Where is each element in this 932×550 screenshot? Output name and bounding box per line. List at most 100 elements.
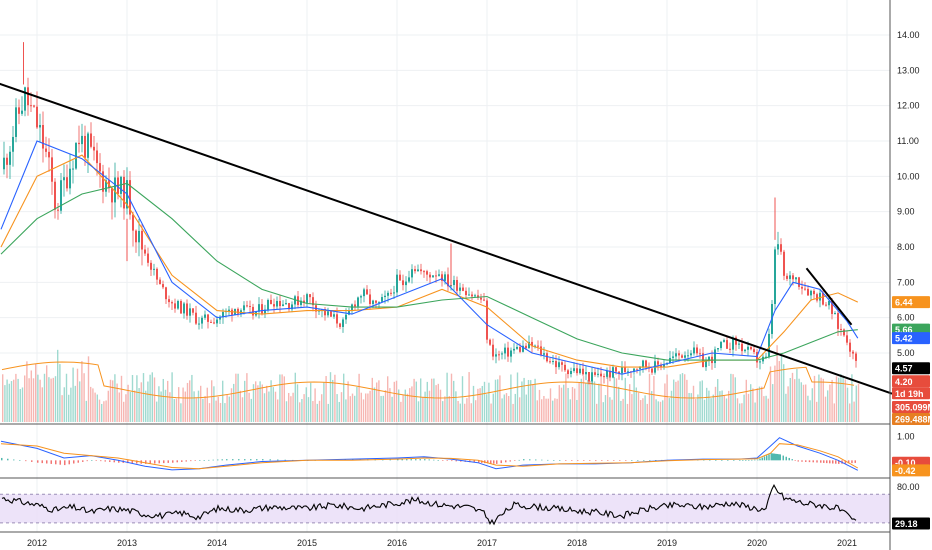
volume-bar [725,398,728,422]
candle-body [816,294,818,301]
volume-bar [151,372,153,422]
candle-body [411,269,413,278]
volume-bar [277,399,279,422]
candle-body [843,329,845,336]
volume-bar [120,375,123,422]
candle-body [750,346,752,350]
volume-bar [318,400,321,422]
volume-bar [653,376,655,422]
volume-bar [633,375,635,422]
candle-body [834,313,836,315]
macd-histogram-bar [190,460,192,462]
macd-histogram-bar [176,460,178,463]
candle-body [87,133,89,158]
macd-histogram-bar [154,460,156,464]
candle-body [588,372,590,382]
macd-histogram-bar [145,460,147,464]
macd-histogram-bar [167,460,169,463]
volume-bar [109,379,112,422]
volume-bar [488,382,490,422]
macd-histogram-bar [715,460,717,461]
volume-bar [629,384,631,422]
volume-bar [193,391,195,422]
volume-bar [824,396,827,422]
volume-bar [673,379,675,422]
candle-body [525,345,527,349]
candle-body [189,308,191,316]
volume-bar [835,376,838,422]
macd-histogram-bar [13,459,15,461]
candle-body [363,289,365,297]
volume-bar [19,389,21,422]
macd-histogram-bar [655,460,657,461]
candle-body [54,181,56,210]
volume-bar [730,373,732,422]
volume-bar [840,374,842,422]
candle-body [243,305,245,311]
volume-bar [2,374,4,422]
volume-bar [182,387,184,422]
volume-bar [369,390,371,422]
macd-histogram-bar [801,460,803,462]
candle-body [408,277,410,282]
volume-bar [156,401,158,422]
macd-histogram-bar [727,460,729,461]
volume-bar [851,374,853,422]
volume-bar [250,398,252,422]
candle-body [645,360,647,367]
candle-body [840,328,842,330]
candle-body [48,151,50,158]
macd-tick-label: 1.00 [897,432,915,442]
volume-bar [219,402,222,422]
macd-histogram-bar [607,460,609,461]
candle-body [561,362,563,365]
candle-body [633,368,635,372]
macd-histogram-bar [739,460,741,461]
volume-bar [580,378,582,422]
candle-body [168,299,170,303]
candle-body [324,309,326,316]
candle-body [285,303,287,305]
candle-body [474,295,476,297]
macd-histogram-bar [406,459,408,461]
candle-body [789,275,791,279]
macd-histogram-bar [493,460,495,464]
volume-bar [717,379,719,422]
volume-bar [552,400,554,422]
volume-bar [92,388,94,422]
macd-histogram-bar [733,460,735,461]
macd-histogram-bar [748,459,750,461]
candle-body [768,333,770,357]
volume-bar [664,383,666,422]
macd-histogram-bar [172,460,174,463]
candle-body [96,150,98,164]
volume-bar [90,386,92,422]
price-badge: 5.42 [895,334,913,344]
volume-bar [118,392,120,422]
candle-body [336,314,338,324]
candle-body [294,296,296,305]
volume-bar [105,400,107,422]
volume-bar [123,401,125,422]
volume-bar [226,395,228,422]
volume-bar [453,380,455,422]
macd-histogram-bar [446,460,448,461]
macd-histogram-bar [352,459,354,461]
macd-histogram-bar [100,460,102,462]
candle-body [657,361,659,365]
volume-bar [285,401,288,422]
candle-body [33,105,35,107]
macd-histogram-bar [437,460,439,461]
volume-bar [697,394,699,422]
candle-body [801,286,803,289]
volume-bar [547,398,549,422]
volume-bar [8,383,10,422]
macd-histogram-bar [571,460,573,461]
volume-bar [202,398,204,422]
volume-bar [512,403,514,422]
candle-body [558,362,560,368]
macd-histogram-bar [77,460,79,463]
candle-body [597,373,599,375]
volume-bar [776,345,778,422]
macd-histogram-bar [772,453,774,461]
